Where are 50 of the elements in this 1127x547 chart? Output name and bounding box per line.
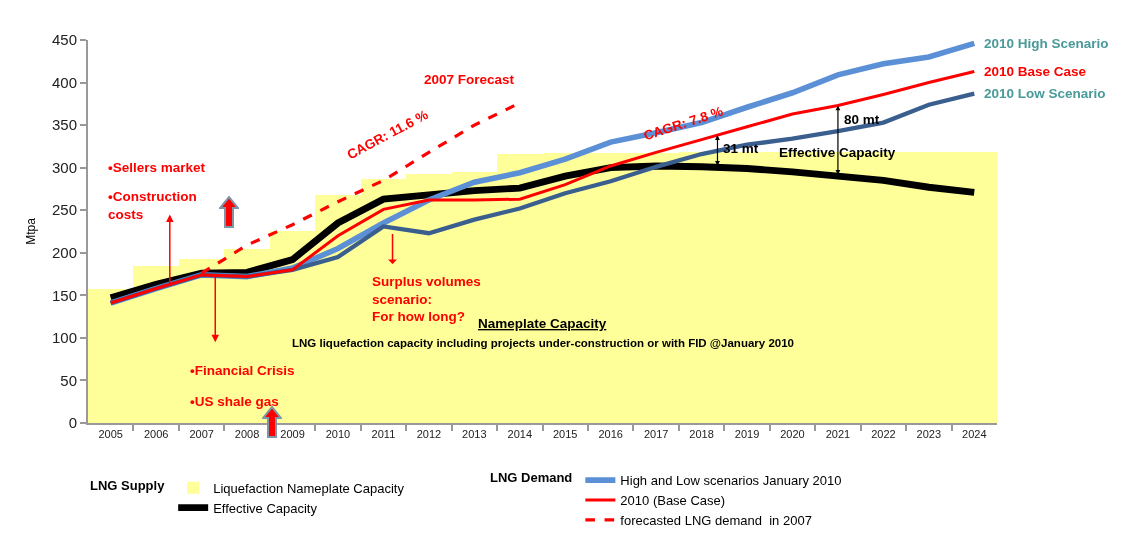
x-tick-label: 2010: [325, 428, 351, 441]
annotation: Nameplate Capacity: [478, 316, 607, 331]
x-tick-label: 2024: [962, 428, 987, 441]
x-tick-label: 2008: [234, 428, 260, 441]
x-tick-label: 2013: [462, 428, 487, 441]
annotation: LNG liquefaction capacity including projects under-construction or with FID @January 2010: [292, 337, 794, 349]
y-tick-label: 50: [60, 371, 77, 389]
y-tick-label: 250: [51, 201, 77, 219]
y-tick-label: 100: [51, 329, 77, 347]
y-tick-label: 200: [51, 244, 77, 262]
annotation: Effective Capacity: [779, 145, 896, 160]
legend-label: forecasted LNG demand in 2007: [620, 512, 812, 528]
x-tick-label: 2016: [598, 428, 623, 441]
x-tick-label: 2019: [734, 428, 760, 441]
text: LNG Demand: [489, 470, 573, 486]
annotation: 2010 High Scenario: [984, 36, 1109, 51]
x-tick-label: 2020: [780, 428, 805, 441]
x-tick-label: 2015: [552, 428, 578, 441]
annotation: •Financial Crisis: [190, 363, 295, 378]
y-tick-label: 0: [68, 414, 77, 432]
annotation: CAGR: 7.8 %: [641, 103, 725, 144]
x-tick-label: 2009: [280, 428, 305, 441]
annotation: •Sellers market: [108, 160, 206, 175]
x-tick-label: 2014: [507, 428, 533, 441]
legend-label: 2010 (Base Case): [620, 493, 726, 509]
annotation: 2010 Base Case: [984, 64, 1087, 79]
y-tick-label: 400: [51, 73, 77, 91]
x-tick-label: 2005: [98, 428, 123, 441]
x-tick-label: 2022: [871, 428, 896, 441]
annotation: •Construction costs: [108, 189, 197, 222]
text: LNG Supply: [90, 477, 165, 493]
y-tick-label: 300: [51, 158, 77, 176]
y-tick-label: 150: [51, 286, 77, 304]
x-tick-label: 2007: [189, 428, 214, 441]
y-tick-label: 350: [51, 116, 77, 134]
legend-label: Effective Capacity: [213, 500, 318, 516]
x-tick-label: 2018: [689, 428, 714, 441]
y-tick-label: 450: [51, 31, 77, 49]
x-tick-label: 2023: [916, 428, 942, 441]
annotation: 2010 Low Scenario: [984, 86, 1106, 101]
legend-label: High and Low scenarios January 2010: [620, 473, 842, 489]
x-tick-label: 2017: [643, 428, 669, 441]
y-axis-title: Mtpa: [23, 217, 38, 245]
legend-label: Liquefaction Nameplate Capacity: [213, 480, 405, 496]
x-tick-label: 2006: [143, 428, 169, 441]
x-tick-label: 2012: [416, 428, 442, 441]
annotation: •US shale gas: [190, 394, 279, 409]
x-tick-label: 2011: [371, 428, 396, 441]
x-tick-label: 2021: [825, 428, 851, 441]
annotation: 2007 Forecast: [424, 72, 515, 87]
